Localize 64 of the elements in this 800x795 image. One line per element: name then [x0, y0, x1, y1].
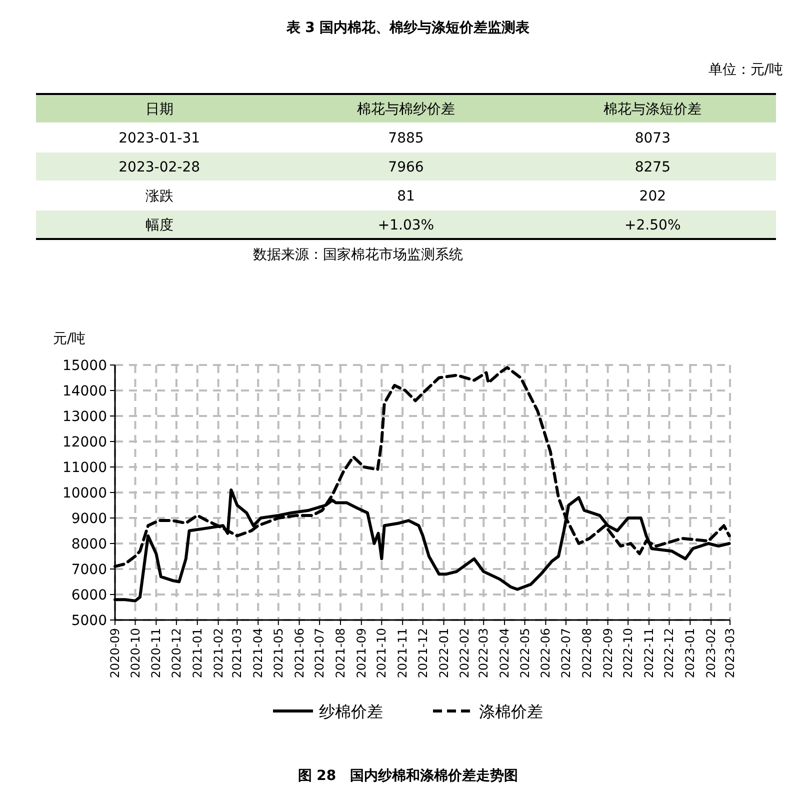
category-label: 棉花与棉纱价差: [357, 102, 455, 118]
x-tick-label: 2022-03: [476, 628, 491, 678]
y-tick-label: 12000: [62, 434, 107, 450]
x-tick-label: 2022-06: [538, 628, 553, 678]
text: 7966: [388, 160, 424, 176]
x-tick-label: 2021-03: [230, 628, 244, 678]
x-tick-label: 2022-11: [642, 628, 656, 678]
x-tick-label: 2021-12: [416, 628, 430, 678]
x-tick-label: 2022-08: [580, 628, 594, 678]
text: +1.03%: [378, 218, 434, 234]
x-tick-label: 2021-01: [190, 628, 204, 678]
text: 表 3 国内棉花、棉纱与涤短价差监测表: [285, 20, 531, 36]
text: 单位：元/吨: [708, 62, 783, 78]
text: 8275: [634, 160, 670, 176]
text: 2023-02-28: [118, 160, 200, 176]
text: 7885: [388, 130, 424, 146]
y-tick-label: 6000: [71, 588, 107, 604]
x-tick-label: 2021-08: [333, 628, 348, 678]
x-tick-label: 2020-10: [128, 628, 142, 678]
text: 202: [639, 188, 666, 204]
x-tick-label: 2022-04: [498, 628, 512, 678]
x-tick-label: 2022-01: [436, 628, 451, 678]
category-label: 棉花与涤短价差: [604, 102, 702, 118]
x-tick-label: 2023-02: [704, 628, 718, 678]
y-tick-label: 5000: [71, 613, 107, 629]
text: 图 28 国内纱棉和涤棉价差走势图: [298, 768, 518, 784]
legend-label: 涤棉价差: [479, 702, 543, 721]
text: 2023-01-31: [118, 130, 200, 146]
x-tick-label: 2022-05: [518, 628, 532, 678]
x-tick-label: 2021-07: [312, 628, 327, 678]
x-tick-label: 2022-10: [621, 628, 636, 678]
x-tick-label: 2020-09: [108, 628, 122, 678]
category-label: 日期: [145, 102, 174, 118]
text: +2.50%: [624, 218, 681, 234]
y-tick-label: 10000: [62, 486, 107, 502]
x-tick-label: 2023-03: [723, 628, 737, 678]
y-tick-label: 9000: [71, 511, 107, 527]
x-tick-label: 2021-06: [292, 628, 306, 678]
text: 8073: [634, 130, 670, 146]
text: 81: [397, 188, 415, 204]
x-tick-label: 2022-09: [600, 628, 615, 678]
x-tick-label: 2021-11: [396, 628, 410, 678]
y-tick-label: 7000: [71, 562, 107, 578]
x-tick-label: 2021-10: [374, 628, 389, 678]
x-tick-label: 2021-09: [354, 628, 368, 678]
x-tick-label: 2022-07: [558, 628, 573, 678]
legend-label: 纱棉价差: [319, 702, 383, 721]
x-tick-label: 2020-12: [169, 628, 184, 678]
x-tick-label: 2021-02: [211, 628, 226, 678]
x-tick-label: 2023-01: [683, 628, 698, 678]
y-tick-label: 8000: [71, 536, 107, 552]
y-tick-label: 13000: [62, 409, 107, 425]
x-tick-label: 2021-04: [251, 628, 266, 678]
text: 涨跌: [145, 188, 174, 204]
x-tick-label: 2022-02: [458, 628, 472, 678]
y-tick-label: 14000: [62, 384, 107, 400]
x-tick-label: 2022-12: [662, 628, 676, 678]
y-axis-title: 元/吨: [53, 331, 86, 347]
source-note: 数据来源：国家棉花市场监测系统: [253, 247, 463, 263]
text: 幅度: [145, 218, 174, 234]
x-tick-label: 2020-11: [149, 628, 164, 678]
x-tick-label: 2021-05: [271, 628, 286, 678]
y-tick-label: 15000: [62, 358, 107, 374]
y-tick-label: 11000: [62, 460, 107, 476]
